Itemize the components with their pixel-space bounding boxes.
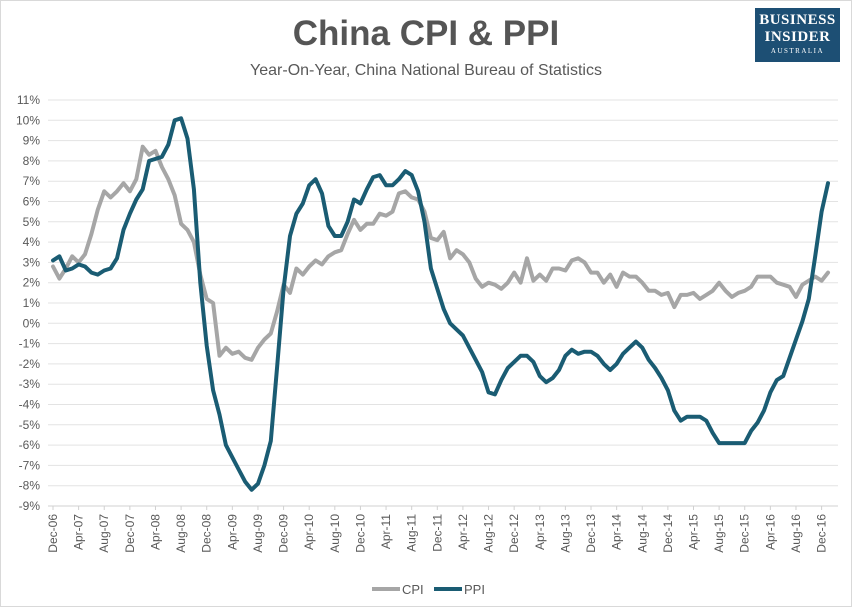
y-tick-label: 2% bbox=[23, 276, 41, 290]
y-tick-label: 11% bbox=[17, 93, 40, 107]
x-tick-label: Dec-11 bbox=[430, 514, 444, 552]
x-tick-label: Aug-09 bbox=[251, 514, 265, 553]
x-tick-label: Apr-11 bbox=[379, 514, 393, 549]
x-tick-label: Dec-06 bbox=[46, 514, 60, 553]
x-tick-label: Dec-14 bbox=[661, 514, 675, 553]
x-tick-label: Aug-10 bbox=[328, 514, 342, 553]
y-tick-label: 8% bbox=[23, 154, 41, 168]
x-tick-label: Dec-08 bbox=[200, 514, 214, 553]
x-tick-label: Apr-07 bbox=[72, 514, 86, 550]
y-tick-label: 10% bbox=[16, 113, 40, 127]
business-insider-logo: BUSINESS INSIDER AUSTRALIA bbox=[755, 8, 840, 62]
logo-line-2: INSIDER bbox=[764, 29, 831, 45]
y-tick-label: -8% bbox=[19, 479, 41, 493]
x-tick-label: Dec-12 bbox=[507, 514, 521, 553]
logo-line-3: AUSTRALIA bbox=[770, 47, 825, 55]
logo-line-1: BUSINESS bbox=[759, 12, 836, 28]
legend: CPI PPI bbox=[372, 582, 485, 597]
x-tick-label: Aug-07 bbox=[97, 514, 111, 553]
y-tick-label: -3% bbox=[19, 377, 41, 391]
y-tick-label: -1% bbox=[19, 337, 41, 351]
x-tick-label: Aug-08 bbox=[174, 514, 188, 553]
x-tick-label: Aug-12 bbox=[482, 514, 496, 553]
x-axis: Dec-06 Apr-07 Aug-07 Dec-07 Apr-08 Aug-08 Dec-… bbox=[46, 505, 838, 553]
legend-label-cpi: CPI bbox=[402, 582, 424, 597]
legend-label-ppi: PPI bbox=[464, 582, 485, 597]
y-tick-label: -6% bbox=[19, 438, 41, 452]
x-tick-label: Dec-09 bbox=[277, 514, 291, 553]
x-tick-label: Dec-16 bbox=[815, 514, 829, 553]
x-tick-label: Aug-14 bbox=[635, 514, 649, 553]
x-tick-label: Aug-15 bbox=[712, 514, 726, 553]
x-tick-label: Apr-13 bbox=[533, 514, 547, 550]
x-tick-label: Apr-14 bbox=[610, 514, 624, 550]
x-tick-label: Aug-13 bbox=[558, 514, 572, 553]
x-tick-label: Apr-08 bbox=[148, 514, 162, 550]
y-tick-label: 6% bbox=[23, 195, 41, 209]
y-tick-label: 7% bbox=[23, 174, 41, 188]
x-tick-label: Dec-15 bbox=[738, 514, 752, 553]
x-tick-label: Apr-09 bbox=[225, 514, 239, 550]
y-tick-label: 4% bbox=[23, 235, 41, 249]
x-tick-label: Apr-10 bbox=[302, 514, 316, 550]
y-tick-label: -9% bbox=[19, 499, 41, 513]
y-axis: 11% 10% 9% 8% 7% 6% 5% 4% 3% 2% 1% 0% -1% -2% -3% -4% -5… bbox=[16, 93, 40, 513]
y-tick-label: 5% bbox=[23, 215, 41, 229]
x-tick-label: Dec-10 bbox=[353, 514, 367, 553]
series-line-cpi bbox=[51, 144, 830, 362]
x-tick-label: Dec-07 bbox=[123, 514, 137, 553]
x-tick-label: Apr-16 bbox=[763, 514, 777, 550]
y-tick-label: 9% bbox=[23, 134, 41, 148]
y-tick-label: -4% bbox=[19, 398, 41, 412]
series-line-ppi bbox=[51, 116, 830, 492]
y-tick-label: 1% bbox=[23, 296, 41, 310]
x-tick-label: Apr-12 bbox=[456, 514, 470, 550]
y-tick-label: -2% bbox=[19, 357, 41, 371]
x-tick-label: Dec-13 bbox=[584, 514, 598, 553]
series-lines bbox=[51, 116, 830, 492]
y-tick-label: 0% bbox=[23, 316, 41, 330]
x-tick-label: Aug-16 bbox=[789, 514, 803, 553]
y-tick-label: 3% bbox=[23, 255, 41, 269]
chart-subtitle: Year-On-Year, China National Bureau of S… bbox=[250, 62, 602, 79]
x-tick-label: Apr-15 bbox=[686, 514, 700, 550]
y-tick-label: -5% bbox=[19, 418, 41, 432]
chart-title: China CPI & PPI bbox=[292, 14, 560, 53]
x-tick-label: Aug-11 bbox=[405, 514, 419, 552]
y-tick-label: -7% bbox=[19, 458, 41, 472]
